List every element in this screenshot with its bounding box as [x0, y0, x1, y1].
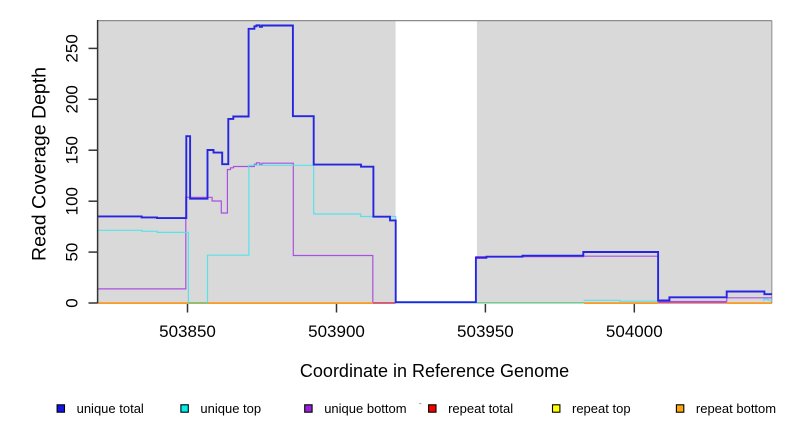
svg-text:150: 150: [63, 136, 82, 164]
svg-text:repeat bottom: repeat bottom: [696, 401, 776, 416]
svg-text:unique bottom: unique bottom: [324, 401, 406, 416]
svg-text:200: 200: [63, 85, 82, 113]
svg-text:503900: 503900: [308, 322, 365, 341]
svg-text:0: 0: [63, 298, 82, 307]
svg-text:504000: 504000: [606, 322, 663, 341]
svg-text:503950: 503950: [457, 322, 514, 341]
svg-text:50: 50: [63, 243, 82, 262]
svg-text:250: 250: [63, 34, 82, 62]
svg-text:unique total: unique total: [77, 401, 144, 416]
svg-text:100: 100: [63, 187, 82, 215]
svg-text:Coordinate in Reference Genome: Coordinate in Reference Genome: [300, 361, 569, 381]
svg-text:repeat total: repeat total: [448, 401, 513, 416]
svg-text:503850: 503850: [159, 322, 216, 341]
svg-text:Read Coverage Depth: Read Coverage Depth: [29, 67, 51, 261]
svg-text:repeat top: repeat top: [572, 401, 631, 416]
svg-text:unique top: unique top: [200, 401, 261, 416]
